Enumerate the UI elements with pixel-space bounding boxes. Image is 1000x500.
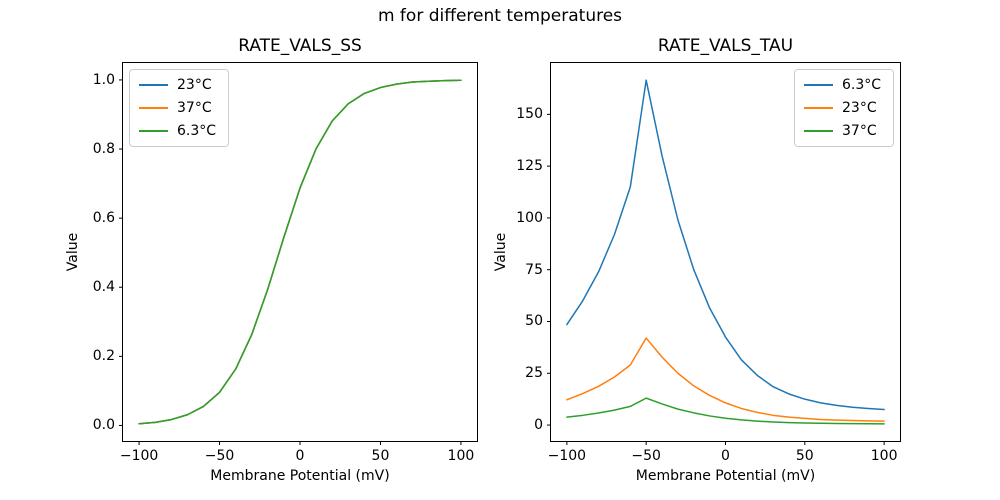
- tau-plot-canvas: [547, 79, 885, 445]
- x-tick-label: 0: [721, 448, 730, 464]
- x-tick-label: −100: [119, 448, 159, 464]
- series-line-6.3cc: [138, 79, 462, 425]
- x-tick-label: 0: [295, 448, 305, 464]
- series-line-23cc: [566, 337, 885, 422]
- legend-label: 37°C: [177, 100, 212, 116]
- legend-entry: 6.3°C: [804, 77, 884, 93]
- legend-label: 6.3°C: [842, 77, 882, 93]
- y-tick-label: 0.4: [92, 279, 115, 296]
- y-tick-label: 75: [525, 261, 543, 278]
- ss-plot-title: RATE_VALS_SS: [238, 36, 362, 56]
- legend-entry: 37°C: [139, 100, 219, 116]
- x-tick-label: 100: [447, 448, 475, 464]
- legend-label: 23°C: [177, 77, 212, 93]
- x-tick-label: 100: [870, 448, 898, 464]
- legend-line-swatch: [139, 130, 168, 132]
- legend-line-swatch: [804, 107, 833, 109]
- y-tick-label: 0.2: [92, 348, 115, 365]
- x-tick-label: −50: [631, 448, 661, 464]
- tau-x-axis-label: Membrane Potential (mV): [635, 468, 816, 484]
- ss-plot-canvas: [119, 79, 462, 445]
- legend-line-swatch: [804, 130, 833, 132]
- y-tick-label: 100: [516, 209, 543, 226]
- legend-entry: 6.3°C: [139, 123, 219, 139]
- ss-legend: 23°C 37°C 6.3°C: [129, 69, 229, 147]
- series-line-6.3cc: [566, 79, 885, 411]
- tau-y-axis-label: Value: [493, 232, 510, 272]
- y-tick-label: 1.0: [92, 71, 115, 88]
- legend-line-swatch: [139, 107, 168, 109]
- legend-entry: 37°C: [804, 123, 884, 139]
- series-line-37cc: [566, 397, 885, 425]
- legend-line-swatch: [139, 84, 168, 86]
- y-tick-label: 0: [534, 417, 543, 434]
- y-tick-label: 0.0: [92, 417, 115, 434]
- x-tick-label: −100: [547, 448, 587, 464]
- ss-ylabel-wrap: Value: [65, 63, 81, 441]
- ss-x-axis-label: Membrane Potential (mV): [210, 468, 390, 484]
- y-tick-label: 0.6: [92, 210, 115, 227]
- y-tick-label: 125: [516, 158, 543, 175]
- legend-entry: 23°C: [804, 100, 884, 116]
- x-tick-label: 50: [371, 448, 390, 464]
- ss-plot-axes: RATE_VALS_SS Value Membrane Potential (m…: [65, 36, 478, 484]
- ss-y-axis-label: Value: [65, 232, 82, 272]
- tau-plot-title: RATE_VALS_TAU: [657, 36, 794, 56]
- y-tick-label: 0.8: [92, 141, 115, 158]
- legend-label: 6.3°C: [177, 123, 217, 139]
- tau-legend: 6.3°C 23°C 37°C: [794, 69, 894, 147]
- legend-label: 23°C: [842, 100, 877, 116]
- y-tick-label: 150: [516, 106, 543, 123]
- figure-suptitle: m for different temperatures: [377, 6, 623, 26]
- legend-line-swatch: [804, 84, 833, 86]
- x-tick-label: 50: [795, 448, 814, 464]
- y-tick-label: 25: [525, 365, 543, 382]
- tau-plot-axes: RATE_VALS_TAU Value Membrane Potential (…: [493, 36, 901, 484]
- legend-label: 37°C: [842, 123, 877, 139]
- tau-ylabel-wrap: Value: [493, 63, 509, 441]
- y-tick-label: 50: [525, 313, 543, 330]
- x-tick-label: −50: [204, 448, 235, 464]
- legend-entry: 23°C: [139, 77, 219, 93]
